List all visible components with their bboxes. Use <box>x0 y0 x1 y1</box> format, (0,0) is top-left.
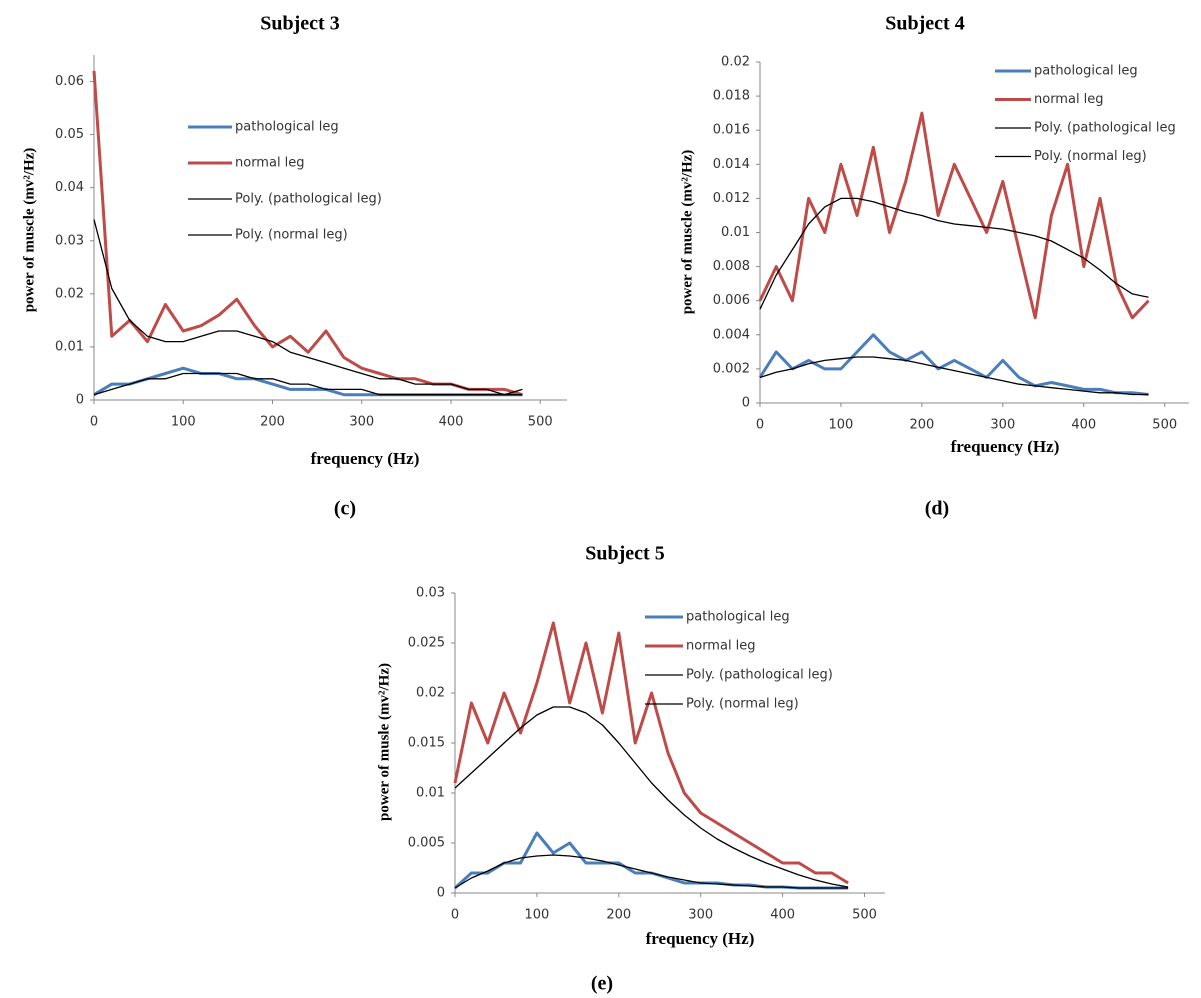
caption: (d) <box>925 498 949 520</box>
legend-label: Poly. (pathological leg) <box>235 192 382 207</box>
y-tick-label: 0.01 <box>55 339 84 354</box>
legend-label: Poly. (normal leg) <box>235 228 348 243</box>
x-tick-label: 0 <box>451 908 459 923</box>
x-tick-label: 100 <box>171 415 196 430</box>
y-tick-label: 0.012 <box>713 191 750 206</box>
legend-label: Poly. (pathological leg) <box>686 668 833 683</box>
y-tick-label: 0 <box>437 886 445 901</box>
y-tick-label: 0.016 <box>713 123 750 138</box>
x-tick-label: 400 <box>439 415 464 430</box>
y-tick-label: 0.002 <box>713 361 750 376</box>
caption: (e) <box>591 973 613 995</box>
y-tick-label: 0.018 <box>713 89 750 104</box>
y-tick-label: 0.02 <box>721 55 750 70</box>
y-axis-label: power of muscle (mv²/Hz) <box>679 150 695 315</box>
chart-title: Subject 5 <box>585 543 664 565</box>
y-tick-label: 0.014 <box>713 157 750 172</box>
series-line <box>93 366 523 397</box>
legend-label: pathological leg <box>235 120 339 135</box>
y-tick-label: 0.02 <box>55 286 84 301</box>
y-axis-label: power of muscle (mv²/Hz) <box>21 148 37 313</box>
y-tick-label: 0.01 <box>416 786 445 801</box>
x-axis-label: frequency (Hz) <box>646 929 755 948</box>
x-tick-label: 300 <box>688 908 713 923</box>
legend-label: Poly. (pathological leg <box>1034 121 1176 136</box>
series-line <box>93 219 523 396</box>
y-tick-label: 0.04 <box>55 180 84 195</box>
x-tick-label: 0 <box>90 415 98 430</box>
y-tick-label: 0.005 <box>408 836 445 851</box>
legend-label: pathological leg <box>686 610 790 625</box>
x-tick-label: 300 <box>349 415 374 430</box>
series-line <box>93 372 523 396</box>
y-tick-label: 0 <box>742 396 750 411</box>
y-tick-label: 0.01 <box>721 225 750 240</box>
x-tick-label: 200 <box>606 908 631 923</box>
y-tick-label: 0.02 <box>416 686 445 701</box>
x-tick-label: 500 <box>1152 418 1177 433</box>
y-axis-label: power of musle (mv²/Hz) <box>376 663 392 821</box>
x-tick-label: 400 <box>770 908 795 923</box>
y-tick-label: 0.03 <box>416 586 445 601</box>
series-line <box>454 706 849 888</box>
x-tick-label: 500 <box>528 415 553 430</box>
x-axis-label: frequency (Hz) <box>951 437 1060 456</box>
y-tick-label: 0.06 <box>55 74 84 89</box>
legend-label: normal leg <box>235 156 305 171</box>
chart-title: Subject 3 <box>260 13 339 35</box>
x-tick-label: 500 <box>852 908 877 923</box>
caption: (c) <box>334 498 356 520</box>
y-tick-label: 0.015 <box>408 736 445 751</box>
series-line <box>759 197 1149 310</box>
y-tick-label: 0.05 <box>55 127 84 142</box>
chart-title: Subject 4 <box>885 13 964 35</box>
x-tick-label: 400 <box>1071 418 1096 433</box>
series-line <box>453 621 849 885</box>
x-tick-label: 200 <box>909 418 934 433</box>
x-axis-label: frequency (Hz) <box>311 449 420 468</box>
x-tick-label: 200 <box>260 415 285 430</box>
legend-label: pathological leg <box>1034 64 1138 79</box>
legend-label: Poly. (normal leg) <box>686 697 799 712</box>
x-tick-label: 300 <box>990 418 1015 433</box>
x-tick-label: 0 <box>756 418 764 433</box>
y-tick-label: 0.006 <box>713 293 750 308</box>
y-tick-label: 0.004 <box>713 327 750 342</box>
x-tick-label: 100 <box>829 418 854 433</box>
legend-label: normal leg <box>1034 92 1104 107</box>
series-line <box>454 854 849 889</box>
x-tick-label: 100 <box>524 908 549 923</box>
legend-label: normal leg <box>686 639 756 654</box>
y-tick-label: 0.008 <box>713 259 750 274</box>
y-tick-label: 0 <box>76 393 84 408</box>
y-tick-label: 0.03 <box>55 233 84 248</box>
series-line <box>759 356 1149 396</box>
y-tick-label: 0.025 <box>408 636 445 651</box>
legend-label: Poly. (normal leg) <box>1034 149 1147 164</box>
series-line <box>758 111 1150 320</box>
series-line <box>758 333 1149 396</box>
